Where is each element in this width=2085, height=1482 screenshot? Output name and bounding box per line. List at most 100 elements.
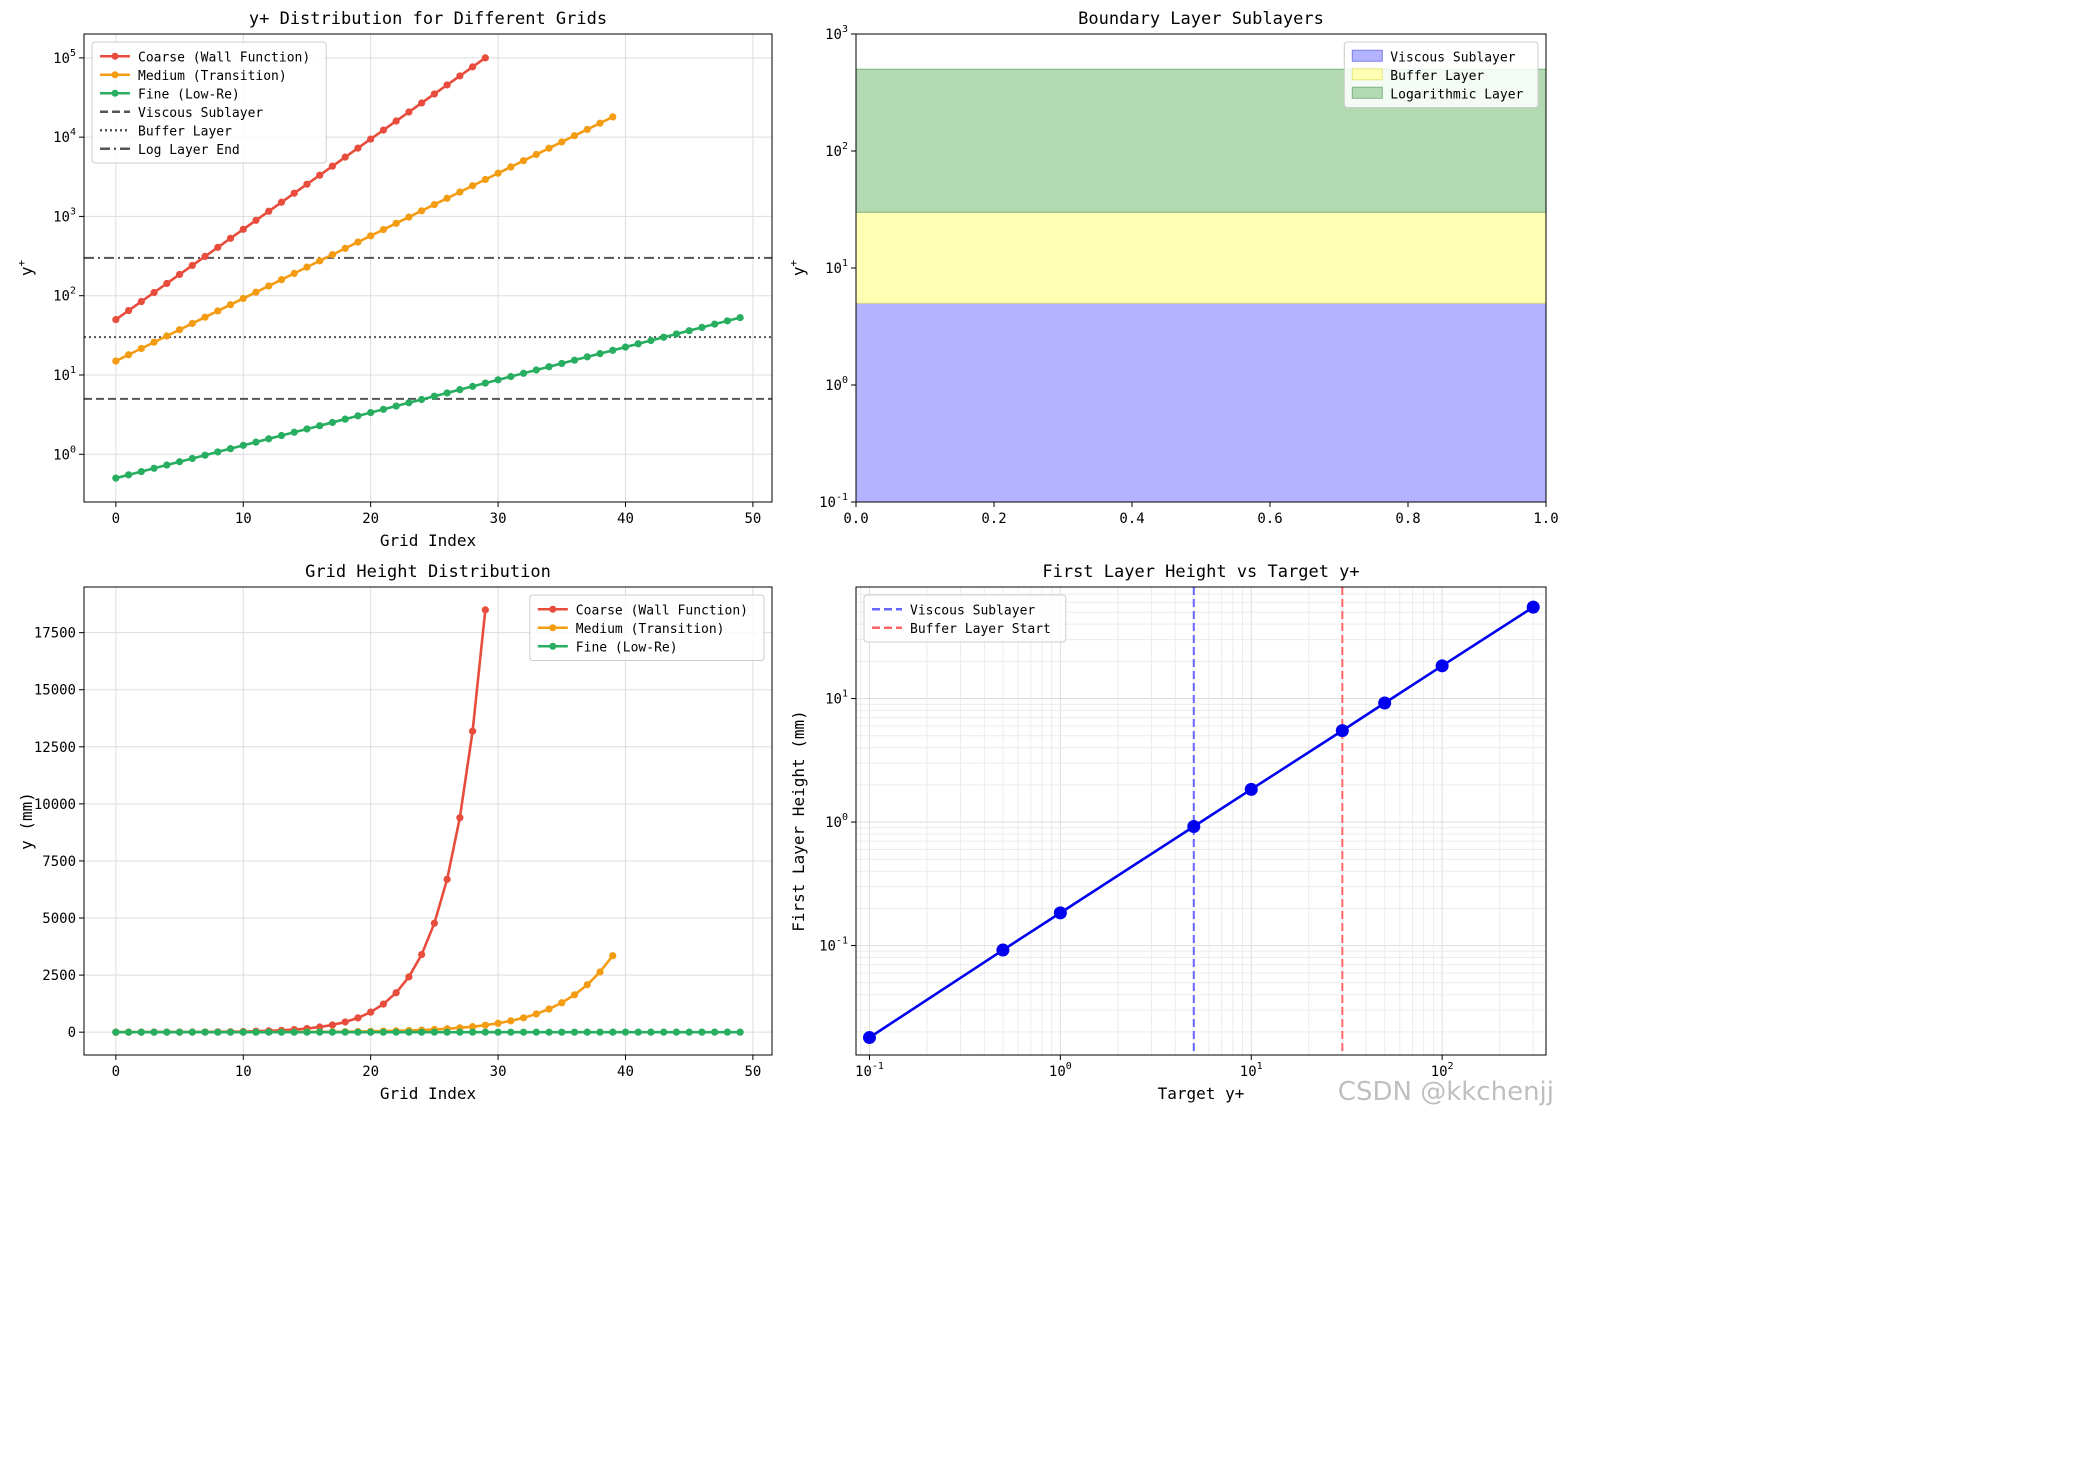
plot-area-yplus	[84, 54, 772, 482]
series-fine-point	[328, 418, 337, 427]
y-tick-label: 100	[825, 812, 848, 831]
series-fine-point	[328, 1028, 337, 1036]
series-coarse-point	[443, 81, 451, 89]
legend-label: Coarse (Wall Function)	[138, 50, 310, 65]
series-fine-point	[736, 1028, 744, 1036]
y-tick-label: 10000	[34, 797, 76, 813]
series-coarse-point	[316, 171, 324, 179]
chart-height: 0 10 20 30 40 50 0 2500 5000 7500 10000 12500 15000 1…	[17, 562, 773, 1103]
series-fine-point	[137, 467, 145, 476]
x-tick-label: 20	[362, 1064, 379, 1080]
series-fine-point	[532, 366, 540, 374]
series-coarse-point	[405, 973, 413, 981]
series-fine-point	[621, 343, 630, 351]
x-tick-label: 20	[362, 511, 379, 527]
series-medium-point	[137, 344, 145, 353]
series-medium-point	[392, 219, 400, 227]
legend-yplus: Coarse (Wall Function) Medium (Transition…	[91, 41, 327, 164]
series-fine-point	[188, 454, 196, 463]
series-coarse-point	[188, 261, 196, 270]
plot-area-sublayers	[856, 68, 1546, 502]
series-fine-point	[252, 1028, 260, 1036]
series-fine-point	[481, 379, 489, 387]
series-medium-point	[405, 213, 413, 221]
legend-box	[863, 594, 1067, 643]
series-medium-point	[456, 188, 464, 196]
series-fine-point	[290, 428, 298, 436]
x-axis-label: Target y+	[1158, 1084, 1245, 1103]
series-coarse-point	[443, 875, 451, 883]
series-fine-point	[711, 320, 719, 328]
series-medium-point	[265, 282, 273, 290]
series-coarse-point	[239, 225, 247, 233]
band-viscous-sublayer	[856, 302, 1546, 502]
x-tick-label: 10-1	[855, 1061, 884, 1080]
series-medium-point	[430, 200, 438, 209]
series-fine-point	[532, 1028, 540, 1036]
x-tick-label: 30	[490, 1064, 507, 1080]
series-medium-point	[201, 313, 209, 321]
x-tick-label: 100	[1049, 1061, 1072, 1080]
series-coarse-point	[354, 144, 362, 152]
series-coarse-point	[277, 198, 286, 206]
series-fine-point	[367, 1028, 375, 1036]
y-axis-label: y+	[15, 259, 36, 276]
legend-marker	[111, 89, 119, 97]
legend-label: Medium (Transition)	[138, 69, 287, 84]
y-tick-label: 15000	[34, 683, 76, 699]
series-medium-line	[115, 115, 614, 363]
series-fine-point	[150, 1028, 158, 1036]
chart-first_layer: 10-1 100 101 102 10-1 100 101 First Layer Heigh…	[789, 562, 1547, 1103]
series-fine-point	[494, 1028, 502, 1036]
legend-swatch	[1351, 68, 1383, 81]
series-fine-point	[214, 448, 222, 456]
series-medium-point	[609, 113, 617, 121]
x-tick-label: 30	[490, 511, 507, 527]
series-medium-point	[303, 263, 311, 271]
series-coarse-point	[430, 90, 438, 98]
series-medium-point	[239, 294, 247, 303]
chart-title: y+ Distribution for Different Grids	[249, 9, 607, 29]
series-medium-point	[545, 144, 553, 152]
series-fine-point	[456, 1028, 464, 1036]
series-fine-point	[175, 1028, 184, 1036]
series-fine-point	[277, 1028, 286, 1036]
series-coarse-line	[115, 609, 487, 1034]
x-tick-label: 0.2	[981, 511, 1006, 527]
series-fine-point	[239, 441, 247, 449]
series-medium-point	[290, 269, 298, 277]
series-coarse-point	[112, 315, 120, 324]
series-medium-point	[418, 207, 426, 215]
legend-label: Log Layer End	[138, 143, 240, 158]
y-axis-label: First Layer Height (mm)	[789, 710, 808, 932]
series-fine-point	[303, 425, 311, 433]
series-fine-point	[239, 1028, 247, 1036]
series-coarse-point	[481, 54, 489, 62]
legend-label: Fine (Low-Re)	[138, 87, 240, 102]
series-fine-point	[265, 1028, 273, 1036]
y-tick-label: 2500	[42, 968, 76, 984]
series-coarse-point	[468, 727, 477, 735]
series-medium-point	[583, 125, 591, 134]
series-coarse-point	[226, 234, 235, 242]
series-coarse-point	[252, 216, 260, 224]
legend-label: Medium (Transition)	[576, 622, 725, 637]
series-fine-point	[570, 356, 579, 364]
series-fine-point	[647, 1028, 655, 1036]
y-axis-label: y (mm)	[17, 792, 36, 850]
series-coarse-point	[367, 135, 375, 143]
series-medium-point	[468, 182, 477, 190]
series-fine-point	[367, 408, 375, 417]
series-fine-point	[265, 435, 273, 443]
series-fine-point	[481, 1028, 489, 1036]
legend-marker	[549, 605, 557, 613]
series-medium-point	[112, 357, 120, 365]
y-tick-label: 10-1	[819, 492, 848, 511]
series-fine-point	[418, 1028, 426, 1036]
series-fine-point	[545, 363, 553, 371]
y-tick-label: 102	[53, 286, 76, 305]
series-medium-point	[226, 301, 235, 309]
series-coarse-point	[175, 270, 184, 279]
x-tick-label: 102	[1431, 1061, 1454, 1080]
series-fine-point	[545, 1028, 553, 1036]
